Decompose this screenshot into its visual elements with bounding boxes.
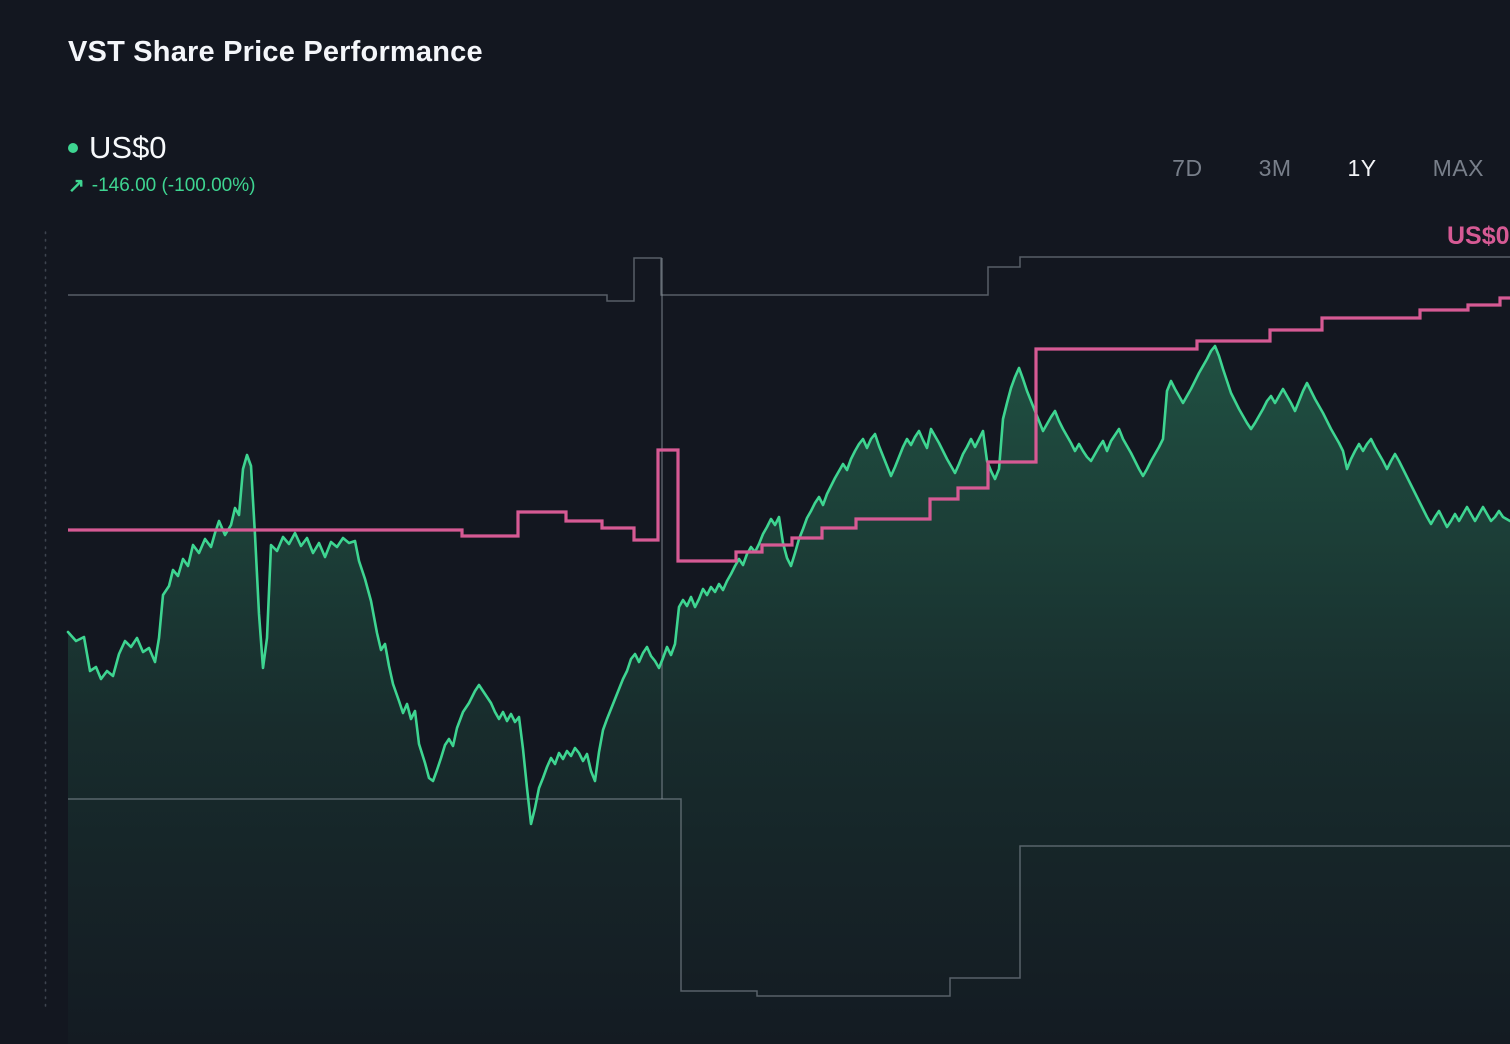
price-change: -146.00 (-100.00%) xyxy=(91,175,256,196)
price-target-line xyxy=(68,296,1510,563)
trend-up-arrow-icon: ↗ xyxy=(68,175,85,197)
legend: US$0 ↗ -146.00 (-100.00%) xyxy=(68,130,255,197)
current-price: US$0 xyxy=(89,130,167,165)
range-max-button[interactable]: MAX xyxy=(1432,155,1484,181)
series-dot-icon xyxy=(68,143,78,153)
range-selector: 7D 3M 1Y MAX xyxy=(1172,155,1484,182)
price-change-row: ↗ -146.00 (-100.00%) xyxy=(68,175,255,197)
range-3m-button[interactable]: 3M xyxy=(1258,155,1292,181)
band-high-line xyxy=(68,256,1510,302)
band-low-line xyxy=(68,798,1510,997)
share-price-line xyxy=(66,344,1510,826)
range-1y-button[interactable]: 1Y xyxy=(1347,155,1377,181)
range-7d-button[interactable]: 7D xyxy=(1172,155,1203,181)
chart-title: VST Share Price Performance xyxy=(68,36,483,68)
share-price-area xyxy=(68,346,1510,1044)
target-value-label: US$0 xyxy=(1447,222,1510,250)
